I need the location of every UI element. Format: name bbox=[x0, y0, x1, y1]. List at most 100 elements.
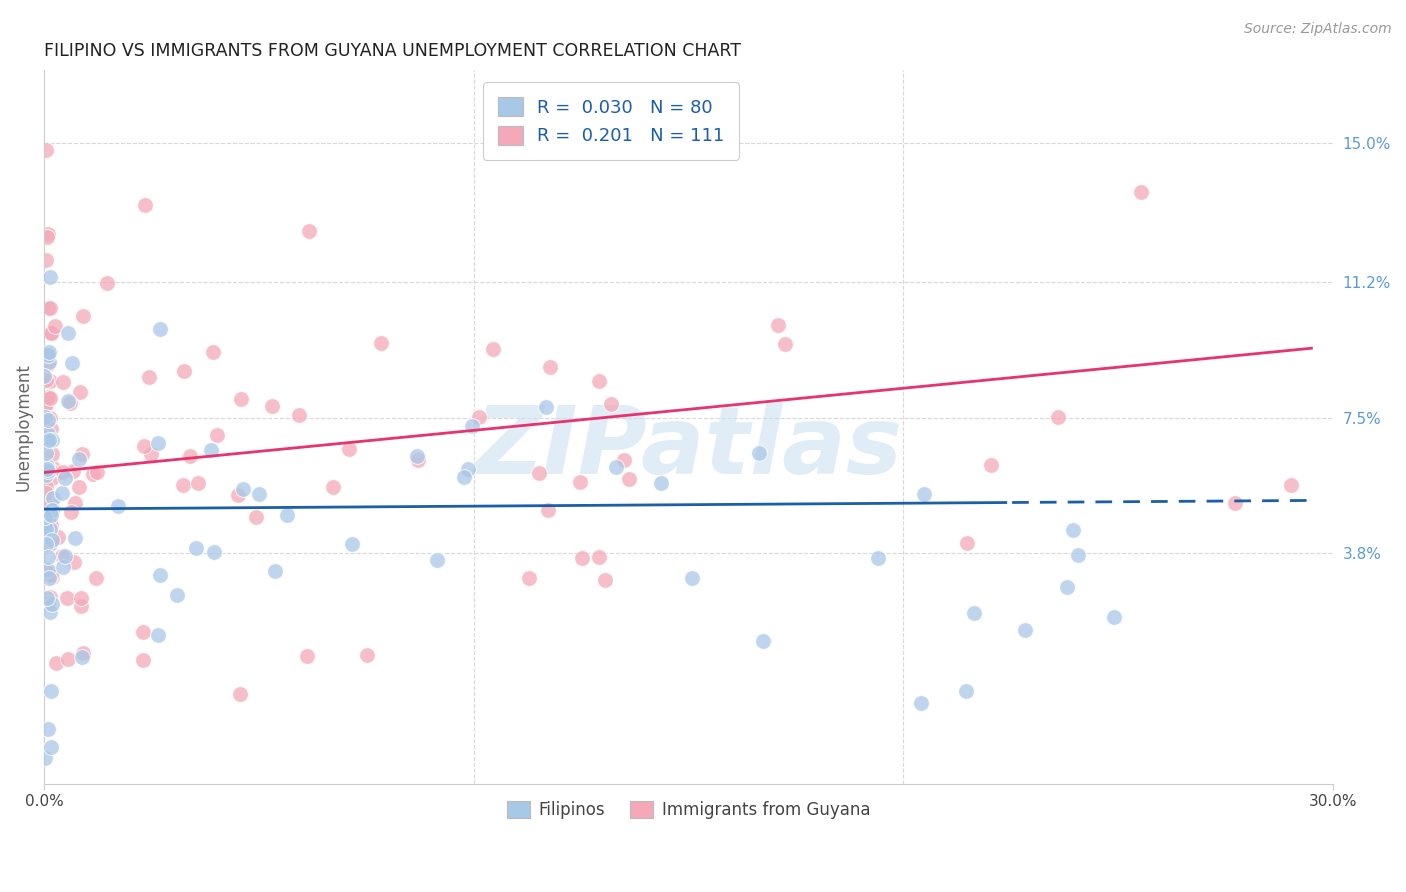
Point bbox=[187, 475, 209, 490]
Text: Source: ZipAtlas.com: Source: ZipAtlas.com bbox=[1244, 22, 1392, 37]
Point bbox=[229, 687, 252, 701]
Point bbox=[41, 471, 63, 485]
Point bbox=[59, 395, 82, 409]
Point bbox=[519, 571, 541, 585]
Point bbox=[179, 449, 201, 463]
Point bbox=[35, 537, 58, 551]
Point bbox=[39, 522, 62, 536]
Point bbox=[132, 653, 155, 667]
Point bbox=[173, 364, 195, 378]
Point bbox=[1067, 548, 1090, 562]
Point bbox=[37, 390, 59, 404]
Point bbox=[340, 537, 363, 551]
Point bbox=[35, 143, 58, 157]
Point bbox=[1129, 185, 1152, 199]
Point bbox=[37, 348, 59, 362]
Point bbox=[52, 375, 75, 389]
Point bbox=[37, 462, 59, 476]
Point bbox=[1104, 610, 1126, 624]
Point bbox=[46, 530, 69, 544]
Point bbox=[681, 571, 703, 585]
Point bbox=[39, 684, 62, 698]
Point bbox=[37, 301, 59, 315]
Point bbox=[963, 607, 986, 621]
Point bbox=[426, 553, 449, 567]
Point bbox=[38, 411, 60, 425]
Point bbox=[52, 560, 75, 574]
Point bbox=[39, 422, 62, 436]
Point bbox=[139, 447, 162, 461]
Point bbox=[70, 599, 93, 613]
Point bbox=[868, 550, 890, 565]
Point bbox=[538, 360, 561, 375]
Point bbox=[149, 567, 172, 582]
Point bbox=[1047, 409, 1070, 424]
Point bbox=[226, 488, 249, 502]
Point bbox=[912, 487, 935, 501]
Point bbox=[38, 433, 60, 447]
Point bbox=[51, 486, 73, 500]
Point bbox=[37, 358, 59, 372]
Point bbox=[134, 197, 156, 211]
Point bbox=[453, 470, 475, 484]
Point bbox=[172, 478, 194, 492]
Point bbox=[1062, 523, 1084, 537]
Point bbox=[956, 536, 979, 550]
Point bbox=[38, 354, 60, 368]
Point bbox=[35, 468, 58, 483]
Point bbox=[1014, 623, 1036, 637]
Point bbox=[51, 549, 73, 564]
Point bbox=[39, 568, 62, 582]
Point bbox=[37, 464, 59, 478]
Point bbox=[132, 439, 155, 453]
Point bbox=[482, 342, 505, 356]
Point bbox=[599, 397, 621, 411]
Point bbox=[149, 322, 172, 336]
Point bbox=[34, 529, 56, 543]
Point bbox=[37, 348, 59, 362]
Point bbox=[38, 374, 60, 388]
Point bbox=[96, 276, 118, 290]
Point bbox=[166, 588, 188, 602]
Point bbox=[1223, 496, 1246, 510]
Point bbox=[44, 319, 66, 334]
Point bbox=[184, 541, 207, 555]
Point bbox=[53, 549, 76, 563]
Text: FILIPINO VS IMMIGRANTS FROM GUYANA UNEMPLOYMENT CORRELATION CHART: FILIPINO VS IMMIGRANTS FROM GUYANA UNEMP… bbox=[44, 42, 741, 60]
Point bbox=[35, 395, 58, 409]
Point bbox=[910, 696, 932, 710]
Point bbox=[34, 369, 56, 384]
Y-axis label: Unemployment: Unemployment bbox=[15, 363, 32, 491]
Point bbox=[39, 301, 62, 315]
Point bbox=[138, 369, 160, 384]
Point bbox=[38, 392, 60, 406]
Point bbox=[63, 496, 86, 510]
Point bbox=[38, 537, 60, 551]
Point bbox=[41, 533, 63, 547]
Point bbox=[34, 400, 56, 414]
Point bbox=[39, 508, 62, 522]
Point bbox=[63, 555, 86, 569]
Point bbox=[229, 392, 252, 406]
Point bbox=[58, 652, 80, 666]
Point bbox=[232, 482, 254, 496]
Point bbox=[37, 227, 59, 242]
Point bbox=[245, 509, 267, 524]
Point bbox=[35, 459, 58, 474]
Point bbox=[588, 374, 610, 388]
Point bbox=[337, 442, 360, 456]
Point bbox=[82, 467, 104, 482]
Point bbox=[86, 465, 108, 479]
Point bbox=[204, 545, 226, 559]
Point bbox=[41, 434, 63, 448]
Point bbox=[955, 683, 977, 698]
Point bbox=[370, 335, 392, 350]
Point bbox=[39, 497, 62, 511]
Point bbox=[201, 344, 224, 359]
Point bbox=[405, 450, 427, 464]
Point bbox=[260, 400, 283, 414]
Point bbox=[146, 628, 169, 642]
Point bbox=[37, 434, 59, 449]
Point bbox=[37, 591, 59, 605]
Point bbox=[70, 448, 93, 462]
